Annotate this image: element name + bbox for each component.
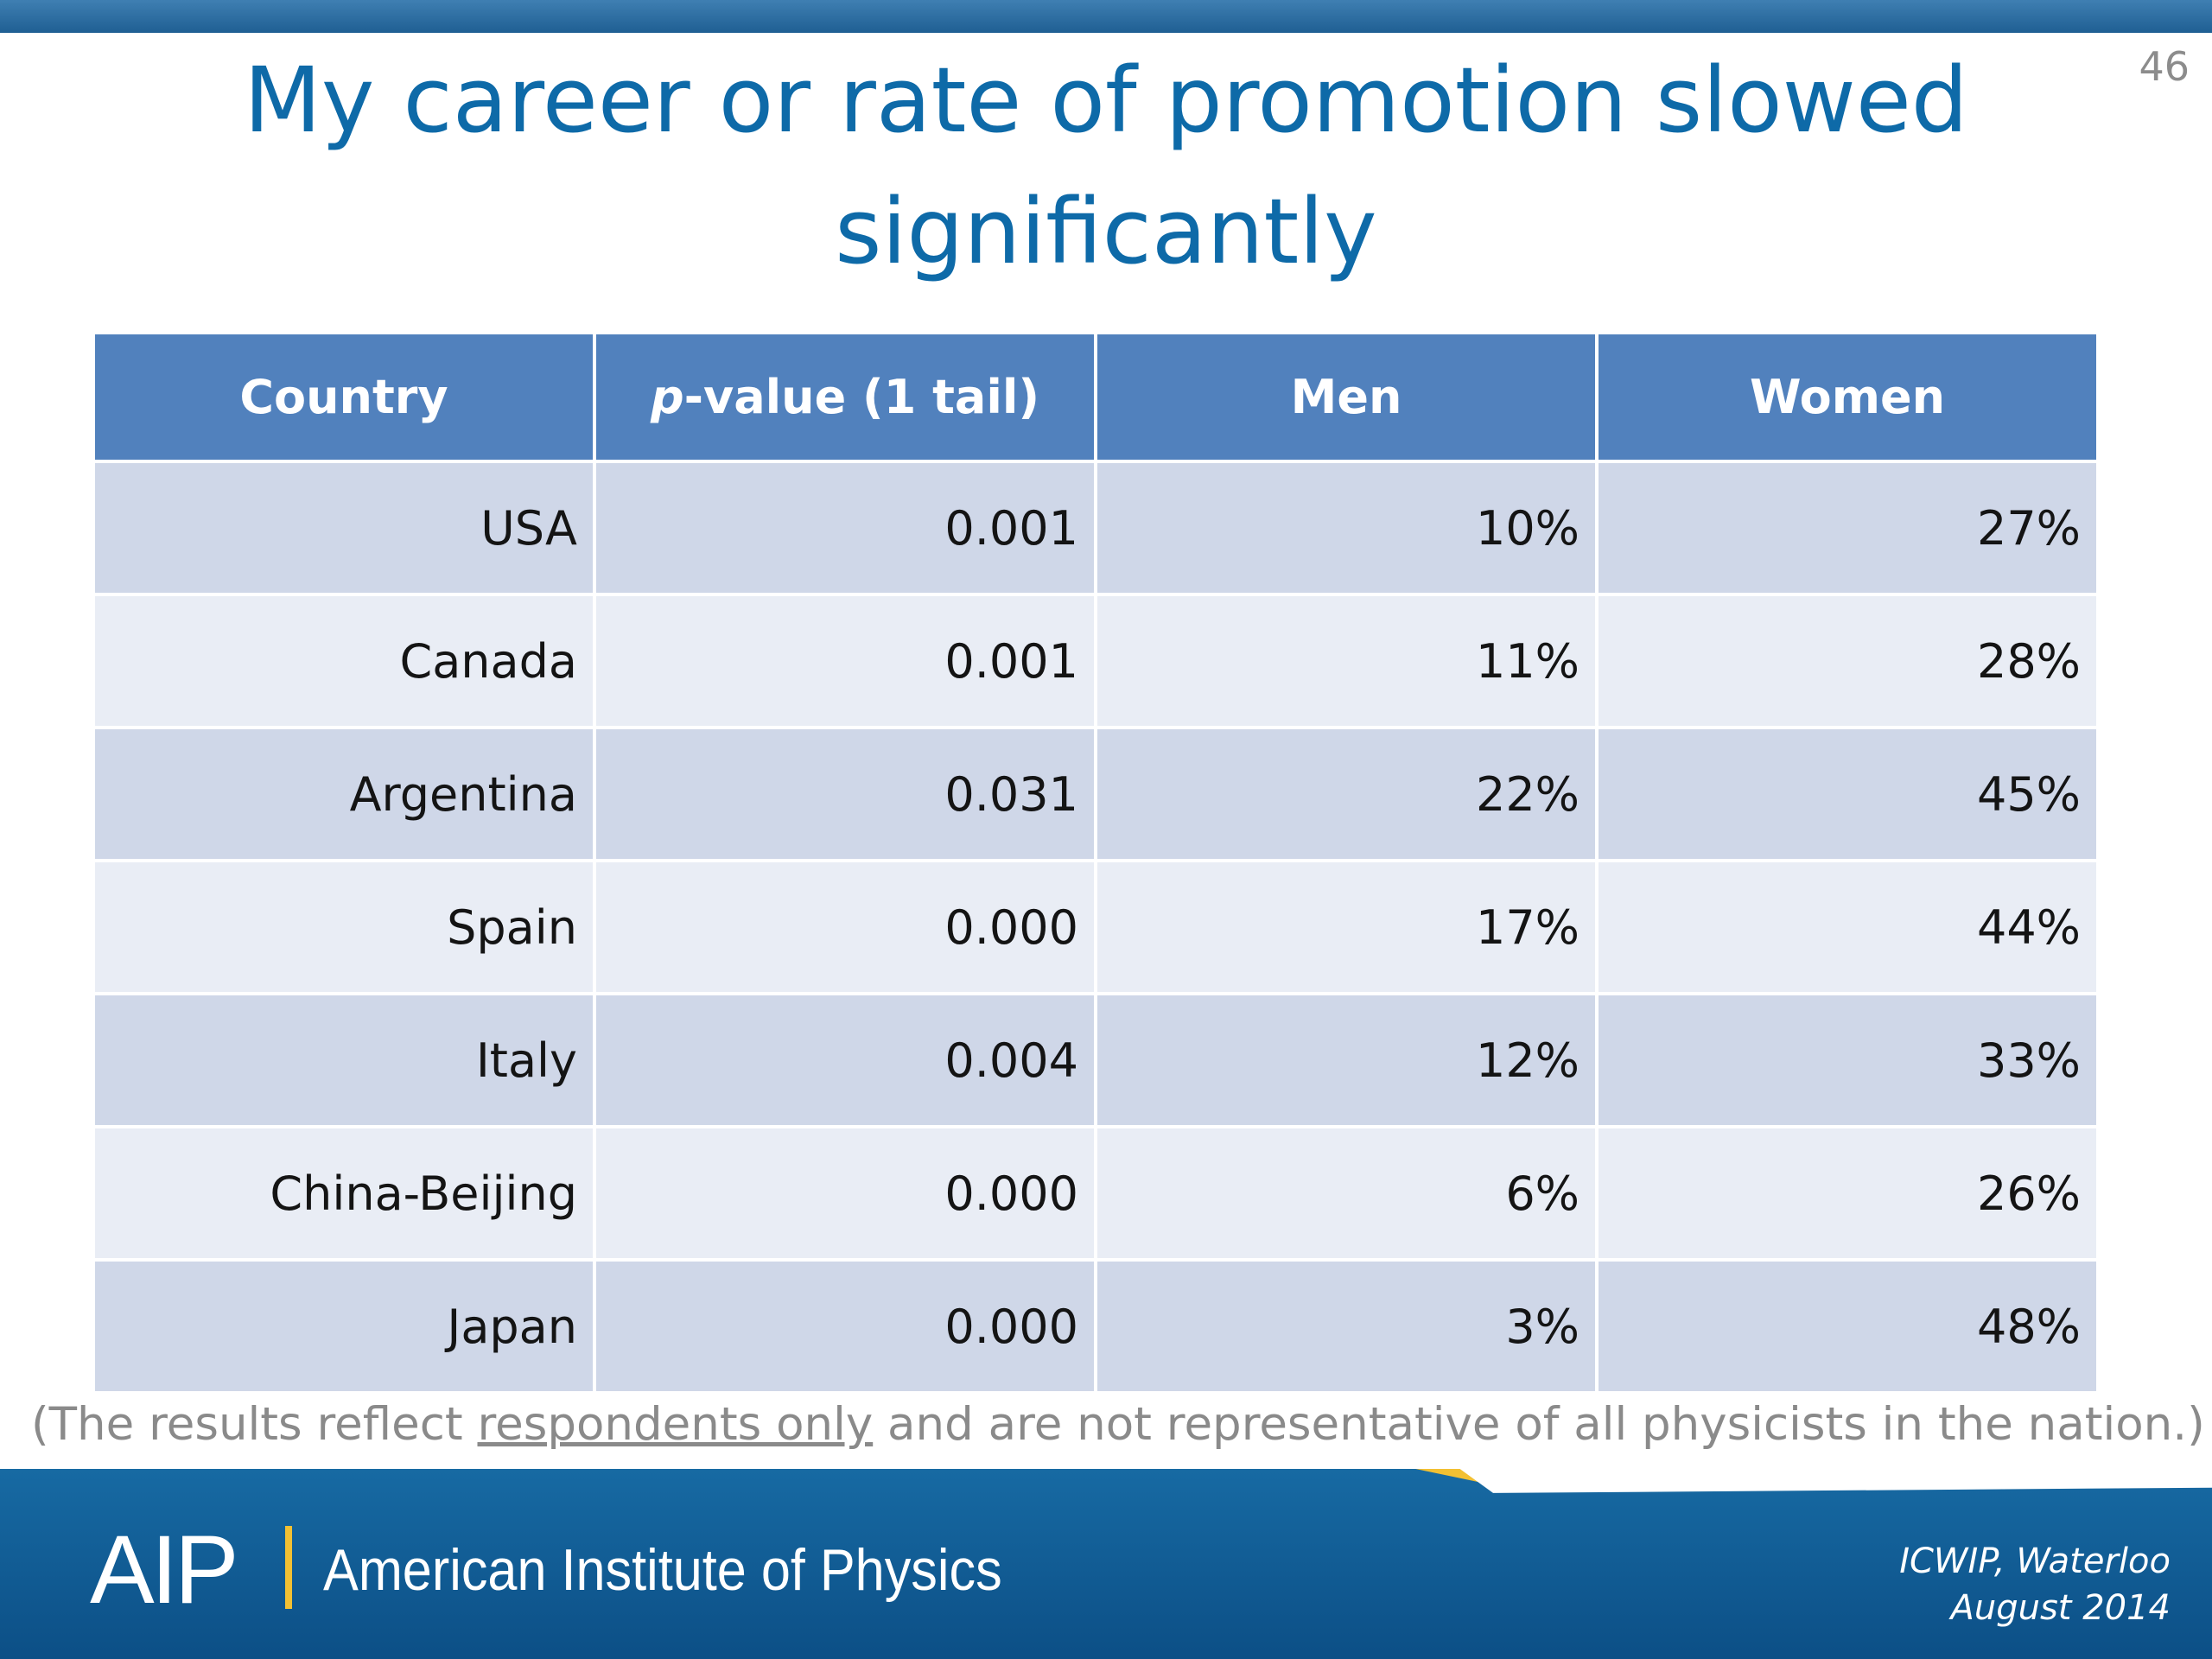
cell-pvalue: 0.000: [596, 862, 1094, 992]
note-underlined: respondents only: [477, 1398, 874, 1451]
note-after: and are not representative of all physic…: [873, 1398, 2205, 1451]
table-row: Canada 0.001 11% 28%: [95, 596, 2096, 726]
cell-pvalue: 0.001: [596, 463, 1094, 593]
header-pvalue: p-value (1 tail): [596, 334, 1094, 460]
cell-women: 44%: [1599, 862, 2096, 992]
slide-number: 46: [2139, 43, 2190, 90]
cell-pvalue: 0.000: [596, 1262, 1094, 1391]
header-pvalue-rest: -value (1 tail): [683, 370, 1040, 424]
event-line-2: August 2014: [1950, 1588, 2171, 1628]
cell-women: 26%: [1599, 1128, 2096, 1258]
footer-bar: [0, 1469, 2212, 1659]
cell-country: Spain: [95, 862, 593, 992]
cell-men: 17%: [1097, 862, 1595, 992]
cell-women: 27%: [1599, 463, 2096, 593]
cell-country: Canada: [95, 596, 593, 726]
cell-country: USA: [95, 463, 593, 593]
aip-logo: AIP: [90, 1516, 239, 1624]
cell-women: 45%: [1599, 729, 2096, 859]
cell-pvalue: 0.001: [596, 596, 1094, 726]
table-row: USA 0.001 10% 27%: [95, 463, 2096, 593]
top-bar: [0, 0, 2212, 33]
table-header-row: Country p-value (1 tail) Men Women: [95, 334, 2096, 460]
cell-country: Japan: [95, 1262, 593, 1391]
header-women: Women: [1599, 334, 2096, 460]
cell-men: 3%: [1097, 1262, 1595, 1391]
footer-white-wedge: [0, 1469, 2212, 1493]
disclaimer-note: (The results reflect respondents only an…: [31, 1398, 2205, 1451]
event-line-1: ICWIP, Waterloo: [1899, 1541, 2171, 1581]
cell-men: 6%: [1097, 1128, 1595, 1258]
event-info: ICWIP, Waterloo August 2014: [1899, 1538, 2171, 1631]
cell-country: Italy: [95, 995, 593, 1125]
note-before: (The results reflect: [31, 1398, 478, 1451]
table-row: Spain 0.000 17% 44%: [95, 862, 2096, 992]
table-row: Japan 0.000 3% 48%: [95, 1262, 2096, 1391]
cell-pvalue: 0.000: [596, 1128, 1094, 1258]
results-table: Country p-value (1 tail) Men Women USA 0…: [92, 331, 2100, 1395]
cell-men: 12%: [1097, 995, 1595, 1125]
table-row: Argentina 0.031 22% 45%: [95, 729, 2096, 859]
cell-men: 11%: [1097, 596, 1595, 726]
header-pvalue-italic: p: [650, 370, 684, 424]
cell-women: 33%: [1599, 995, 2096, 1125]
cell-men: 22%: [1097, 729, 1595, 859]
header-country: Country: [95, 334, 593, 460]
logo-divider: [285, 1526, 292, 1609]
cell-pvalue: 0.031: [596, 729, 1094, 859]
cell-men: 10%: [1097, 463, 1595, 593]
cell-country: China-Beijing: [95, 1128, 593, 1258]
cell-women: 48%: [1599, 1262, 2096, 1391]
table-row: China-Beijing 0.000 6% 26%: [95, 1128, 2096, 1258]
cell-country: Argentina: [95, 729, 593, 859]
header-men: Men: [1097, 334, 1595, 460]
table-row: Italy 0.004 12% 33%: [95, 995, 2096, 1125]
cell-pvalue: 0.004: [596, 995, 1094, 1125]
slide-title: My career or rate of promotion slowed si…: [244, 48, 1968, 284]
cell-women: 28%: [1599, 596, 2096, 726]
organization-name: American Institute of Physics: [323, 1537, 1002, 1603]
